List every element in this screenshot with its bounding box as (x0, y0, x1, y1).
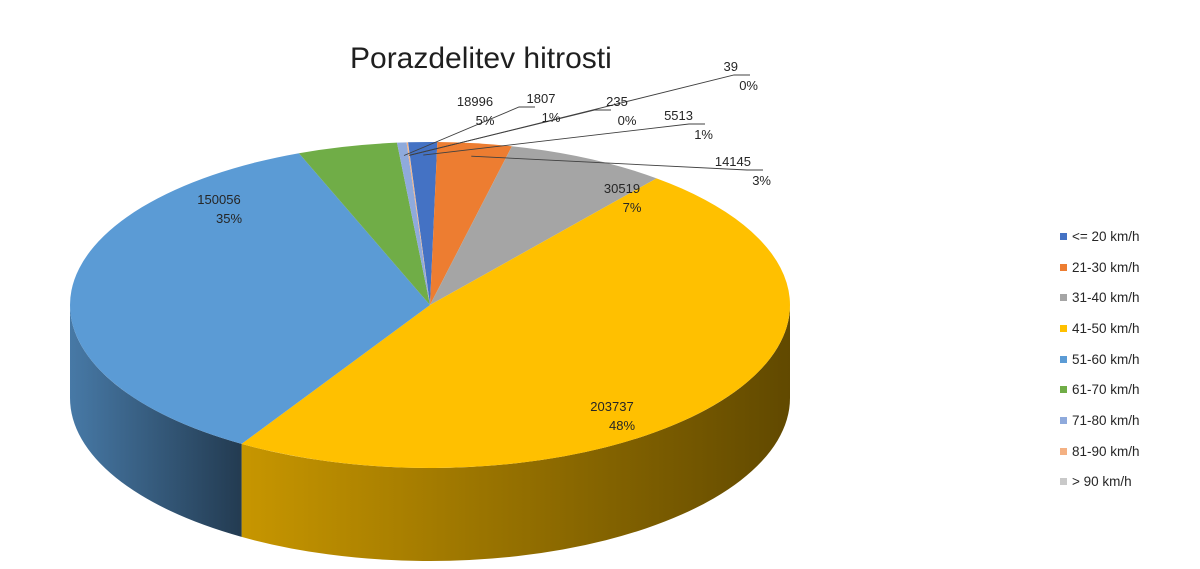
legend-swatch (1060, 232, 1067, 240)
legend-item--90-km-h: > 90 km/h (1060, 467, 1190, 498)
data-label-value-71-80-km-h: 1807 (527, 91, 556, 106)
legend-item-51-60-km-h: 51-60 km/h (1060, 344, 1190, 375)
legend-label: 41-50 km/h (1072, 320, 1140, 336)
pie-side-41-50-km-h (241, 305, 790, 561)
legend-item-81-90-km-h: 81-90 km/h (1060, 436, 1190, 467)
legend-label: 61-70 km/h (1072, 382, 1140, 398)
pie-slice-51-60-km-h (70, 153, 431, 444)
legend-item-71-80-km-h: 71-80 km/h (1060, 405, 1190, 436)
data-label-value-21-30-km-h: 14145 (715, 154, 751, 169)
leader-line-21-30-km-h (471, 155, 763, 171)
data-label-value--20-km-h: 5513 (664, 108, 693, 123)
data-label-percent-61-70-km-h: 5% (476, 113, 495, 128)
legend-item-31-40-km-h: 31-40 km/h (1060, 282, 1190, 313)
chart-legend: <= 20 km/h 21-30 km/h 31-40 km/h 41-50 km/h… (1060, 221, 1190, 497)
pie-slice-31-40-km-h (430, 146, 657, 305)
legend-item-61-70-km-h: 61-70 km/h (1060, 374, 1190, 405)
data-label-percent-81-90-km-h: 0% (618, 113, 637, 128)
legend-label: <= 20 km/h (1072, 228, 1140, 244)
data-label-percent-21-30-km-h: 3% (752, 173, 771, 188)
legend-label: 71-80 km/h (1072, 412, 1140, 428)
pie-slice--20-km-h (408, 142, 438, 305)
leader-line-71-80-km-h (403, 106, 535, 156)
legend-item--20-km-h: <= 20 km/h (1060, 221, 1190, 252)
legend-label: > 90 km/h (1072, 474, 1132, 490)
data-label-value-61-70-km-h: 18996 (457, 94, 493, 109)
legend-swatch (1060, 416, 1067, 424)
data-label-percent-71-80-km-h: 1% (542, 110, 561, 125)
legend-item-41-50-km-h: 41-50 km/h (1060, 313, 1190, 344)
legend-swatch (1060, 478, 1067, 486)
data-label-percent-41-50-km-h: 48% (609, 418, 635, 433)
pie-slice-81-90-km-h (406, 142, 430, 305)
pie-slice-71-80-km-h (396, 142, 430, 305)
legend-swatch (1060, 447, 1067, 455)
data-label-percent-51-60-km-h: 35% (216, 211, 242, 226)
data-label-percent--20-km-h: 1% (694, 127, 713, 142)
data-label-value-41-50-km-h: 203737 (590, 399, 633, 414)
leader-line--90-km-h (409, 74, 750, 156)
legend-label: 21-30 km/h (1072, 259, 1140, 275)
pie-slice-21-30-km-h (430, 142, 512, 305)
chart-title: Porazdelitev hitrosti (350, 42, 612, 75)
legend-item-21-30-km-h: 21-30 km/h (1060, 252, 1190, 283)
data-label-value-51-60-km-h: 150056 (197, 192, 240, 207)
data-label-percent-31-40-km-h: 7% (623, 200, 642, 215)
pie-slice-41-50-km-h (241, 178, 791, 469)
legend-swatch (1060, 294, 1067, 302)
data-label-value-31-40-km-h: 30519 (604, 181, 640, 196)
data-label-percent--90-km-h: 0% (739, 78, 758, 93)
pie-slice--90-km-h (407, 142, 430, 305)
legend-swatch (1060, 324, 1067, 332)
pie-slice-61-70-km-h (298, 142, 430, 305)
legend-swatch (1060, 355, 1067, 363)
legend-label: 31-40 km/h (1072, 290, 1140, 306)
legend-swatch (1060, 386, 1067, 394)
leader-line--20-km-h (423, 123, 705, 156)
data-label-value-81-90-km-h: 235 (606, 94, 628, 109)
legend-label: 81-90 km/h (1072, 443, 1140, 459)
legend-label: 51-60 km/h (1072, 351, 1140, 367)
data-label-value--90-km-h: 39 (724, 59, 738, 74)
legend-swatch (1060, 263, 1067, 271)
pie-side-51-60-km-h (70, 305, 242, 537)
